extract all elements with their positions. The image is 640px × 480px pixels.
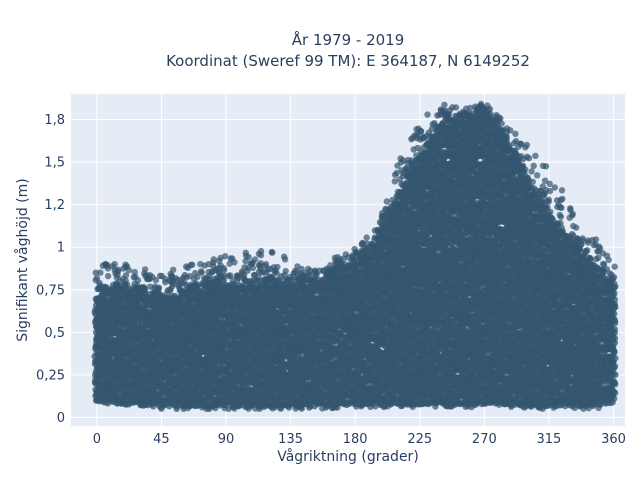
data-points — [91, 100, 619, 412]
